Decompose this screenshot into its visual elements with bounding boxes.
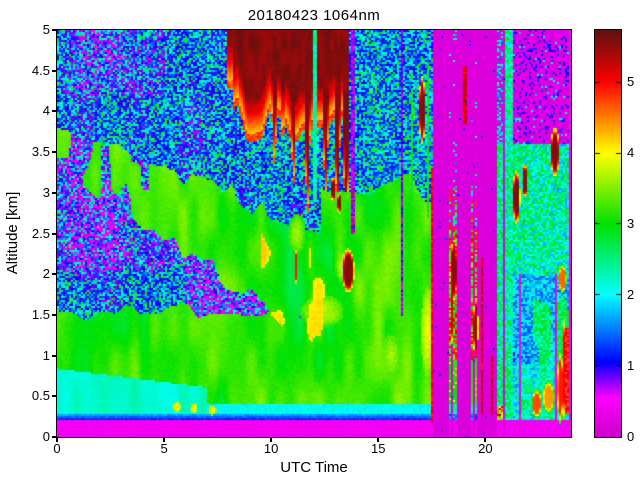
y-axis-tick [52,232,56,235]
y-tick-label: 0.5 [31,388,50,404]
plot-title: 20180423 1064nm [247,7,381,24]
y-tick-label: 1.5 [31,306,50,322]
y-tick-label: 3 [42,184,50,200]
plot-area [56,29,572,438]
y-axis-tick [52,29,56,31]
y-axis-tick [52,354,56,357]
x-tick-label: 5 [160,441,168,456]
colorbar-gradient-canvas [595,30,621,437]
x-axis-tick [56,438,58,442]
colorbar-tick-label: 1 [627,357,635,373]
x-tick-label: 10 [263,441,279,456]
colorbar-tick-label: 5 [627,73,635,89]
x-tick-label: 0 [53,441,61,456]
colorbar [594,29,622,438]
y-axis-tick [52,313,56,316]
y-axis-tick [52,69,56,72]
y-axis-tick [52,273,56,276]
colorbar-tick-label: 0 [627,429,635,444]
x-axis-label: UTC Time [280,459,348,476]
y-axis-tick [52,395,56,398]
y-tick-label: 2.5 [31,225,50,241]
colorbar-tick-label: 4 [627,144,635,160]
x-axis-tick [377,438,380,442]
y-axis-tick [52,436,56,438]
y-tick-label: 0 [42,429,50,444]
x-axis-tick [270,438,273,442]
x-tick-label: 20 [478,441,493,456]
y-axis-tick [52,191,56,194]
y-tick-label: 4 [42,103,50,119]
y-tick-label: 5 [42,22,50,37]
colorbar-tick-label: 3 [627,215,635,231]
lidar-heatmap-canvas [57,30,571,437]
y-tick-label: 3.5 [31,144,50,160]
y-tick-label: 1 [42,347,50,363]
y-tick-label: 2 [42,266,50,282]
x-axis-tick [484,438,487,442]
x-tick-label: 15 [371,441,386,456]
y-tick-label: 4.5 [31,62,50,78]
y-axis-tick [52,110,56,113]
colorbar-tick-label: 2 [627,286,635,302]
x-axis-tick [163,438,166,442]
y-axis-tick [52,151,56,154]
